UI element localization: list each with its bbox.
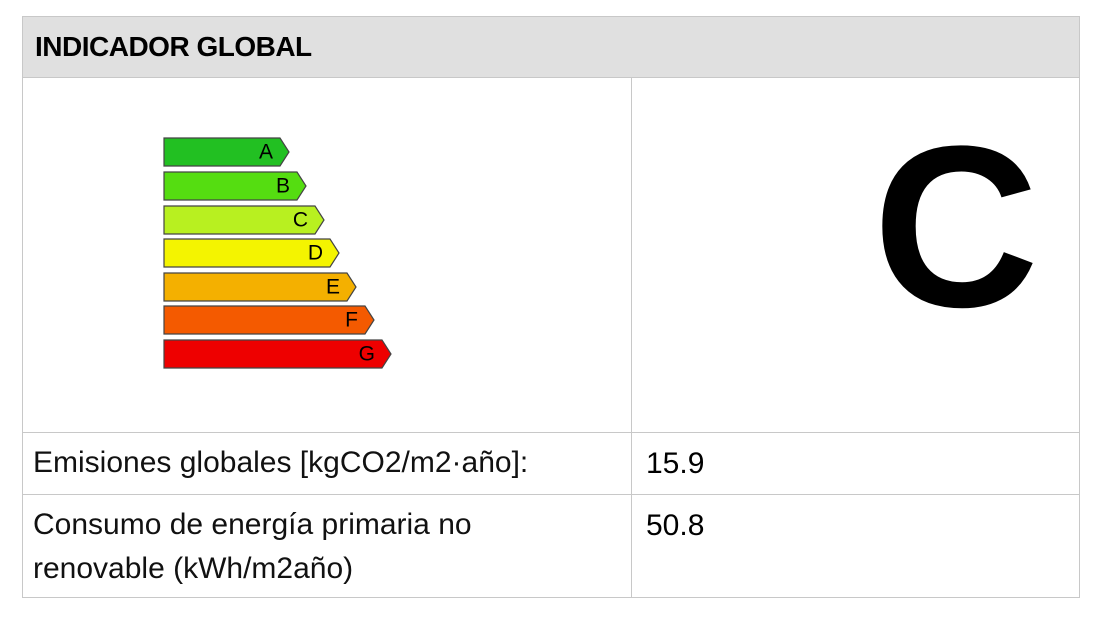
header: INDICADOR GLOBAL	[22, 16, 1080, 78]
scale-bar	[163, 137, 290, 167]
scale-bar	[163, 171, 307, 201]
header-title: INDICADOR GLOBAL	[35, 31, 312, 62]
row-label: Emisiones globales [kgCO2/m2·año]:	[33, 446, 529, 479]
rating-cell: C	[631, 77, 1080, 433]
row-value: 50.8	[646, 509, 705, 542]
scale-letter: D	[308, 242, 323, 265]
scale-letter: E	[326, 276, 340, 299]
row-label-cell: Emisiones globales [kgCO2/m2·año]:	[22, 432, 632, 495]
scale-letter: C	[293, 209, 308, 232]
row-label: Consumo de energía primaria no renovable…	[33, 508, 472, 585]
scale-letter: B	[276, 175, 290, 198]
scale-letter: A	[259, 141, 273, 164]
scale-letter: F	[345, 309, 358, 332]
scale-bar	[163, 205, 325, 235]
energy-scale-cell: A B C D E F G	[22, 77, 632, 433]
scale-bar	[163, 238, 340, 268]
rating: C	[872, 98, 1039, 355]
scale-bar	[163, 305, 375, 335]
row-value-cell: 15.9	[631, 432, 1080, 495]
scale-bar	[163, 339, 392, 369]
energy-scale: A B C D E F G	[163, 137, 392, 369]
scale-bar	[163, 272, 357, 302]
scale-letter: G	[359, 343, 375, 366]
row-value-cell: 50.8	[631, 494, 1080, 598]
row-label-cell: Consumo de energía primaria no renovable…	[22, 494, 632, 598]
row-value: 15.9	[646, 447, 705, 480]
